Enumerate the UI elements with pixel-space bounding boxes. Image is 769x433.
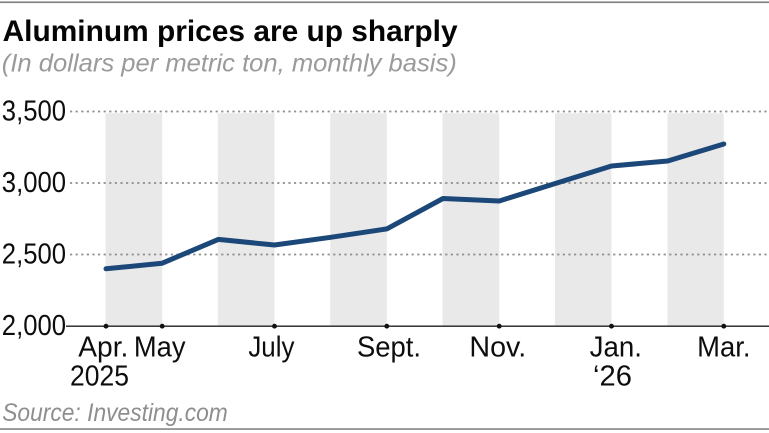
svg-text:2,500: 2,500 [2,238,66,270]
svg-text:(In dollars per metric ton, mo: (In dollars per metric ton, monthly basi… [2,49,457,77]
svg-text:3,500: 3,500 [2,95,66,127]
svg-text:Aluminum prices are up sharply: Aluminum prices are up sharply [3,15,458,48]
svg-text:Mar.: Mar. [697,331,750,363]
svg-text:‘26: ‘26 [593,360,632,392]
svg-text:May: May [134,331,186,363]
svg-text:July: July [248,331,295,363]
svg-text:Jan.: Jan. [590,331,642,363]
svg-text:2025: 2025 [70,360,129,392]
svg-text:Sept.: Sept. [357,331,421,363]
svg-text:2,000: 2,000 [2,310,66,342]
svg-text:Apr.: Apr. [78,331,128,363]
svg-text:Nov.: Nov. [469,331,526,363]
svg-text:Source: Investing.com: Source: Investing.com [2,399,228,427]
svg-text:3,000: 3,000 [2,167,66,199]
